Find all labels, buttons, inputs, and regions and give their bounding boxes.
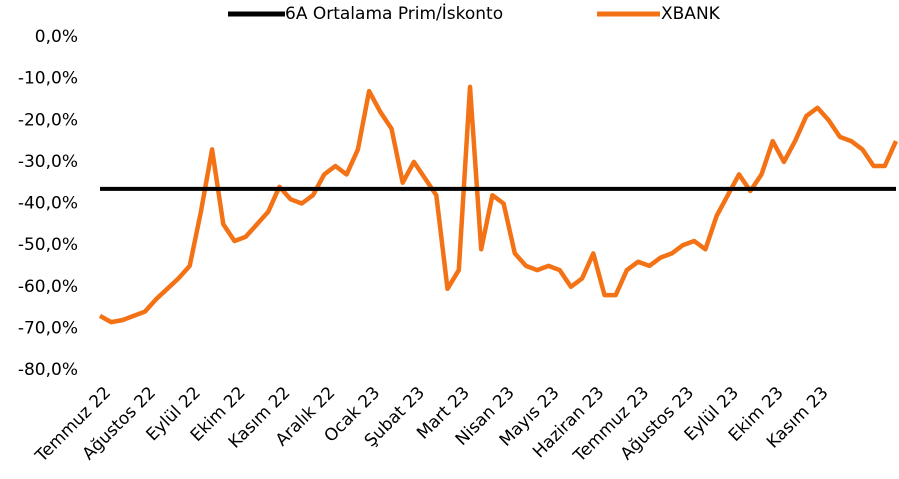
y-tick-label: -80,0% bbox=[18, 360, 78, 380]
y-tick-label: -60,0% bbox=[18, 277, 78, 297]
y-tick-label: -50,0% bbox=[18, 235, 78, 255]
y-tick-label: -70,0% bbox=[18, 318, 78, 338]
legend-label: 6A Ortalama Prim/İskonto bbox=[285, 3, 503, 24]
y-tick-label: 0,0% bbox=[35, 27, 78, 47]
series-line bbox=[98, 84, 899, 325]
legend-label: XBANK bbox=[661, 4, 721, 24]
y-tick-label: -40,0% bbox=[18, 194, 78, 214]
y-tick-label: -10,0% bbox=[18, 69, 78, 89]
legend: 6A Ortalama Prim/İskonto XBANK bbox=[228, 3, 721, 24]
y-tick-label: -30,0% bbox=[18, 152, 78, 172]
y-tick-label: -20,0% bbox=[18, 110, 78, 130]
